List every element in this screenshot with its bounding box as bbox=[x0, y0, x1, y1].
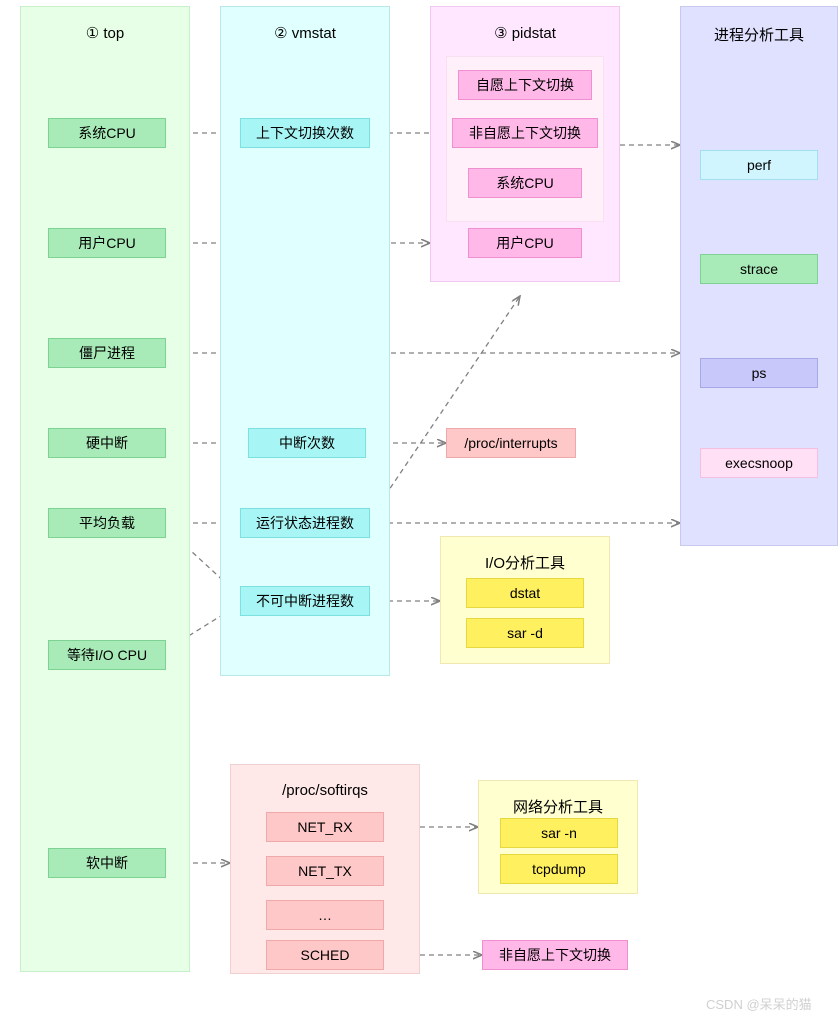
sar-d: sar -d bbox=[466, 618, 584, 648]
zombie: 僵尸进程 bbox=[48, 338, 166, 368]
pidstat-panel-title: ③ pidstat bbox=[430, 24, 620, 42]
softirq-more: … bbox=[266, 900, 384, 930]
ctx-switch: 上下文切换次数 bbox=[240, 118, 370, 148]
vmstat-panel-title: ② vmstat bbox=[220, 24, 390, 42]
sar-n: sar -n bbox=[500, 818, 618, 848]
execsnoop: execsnoop bbox=[700, 448, 818, 478]
net-tx: NET_TX bbox=[266, 856, 384, 886]
pidstat-user-cpu: 用户CPU bbox=[468, 228, 582, 258]
proc-interrupts: /proc/interrupts bbox=[446, 428, 576, 458]
tcpdump: tcpdump bbox=[500, 854, 618, 884]
iowait-cpu: 等待I/O CPU bbox=[48, 640, 166, 670]
watermark: CSDN @呆呆的猫 bbox=[706, 994, 812, 1013]
net-rx: NET_RX bbox=[266, 812, 384, 842]
uninterruptible: 不可中断进程数 bbox=[240, 586, 370, 616]
ps: ps bbox=[700, 358, 818, 388]
top-panel bbox=[20, 6, 190, 972]
running-proc: 运行状态进程数 bbox=[240, 508, 370, 538]
perf: perf bbox=[700, 150, 818, 180]
hard-irq: 硬中断 bbox=[48, 428, 166, 458]
process-tools-panel-title: 进程分析工具 bbox=[680, 24, 838, 45]
dstat: dstat bbox=[466, 578, 584, 608]
involuntary-cs-2: 非自愿上下文切换 bbox=[482, 940, 628, 970]
io-tools-panel-title: I/O分析工具 bbox=[440, 552, 610, 573]
sched: SCHED bbox=[266, 940, 384, 970]
irq-count: 中断次数 bbox=[248, 428, 366, 458]
involuntary-cs: 非自愿上下文切换 bbox=[452, 118, 598, 148]
user-cpu: 用户CPU bbox=[48, 228, 166, 258]
softirqs-panel-title: /proc/softirqs bbox=[230, 782, 420, 799]
net-tools-panel-title: 网络分析工具 bbox=[478, 796, 638, 817]
soft-irq: 软中断 bbox=[48, 848, 166, 878]
pidstat-sys-cpu: 系统CPU bbox=[468, 168, 582, 198]
vmstat-panel bbox=[220, 6, 390, 676]
strace: strace bbox=[700, 254, 818, 284]
load-avg: 平均负载 bbox=[48, 508, 166, 538]
a-run-pidstat bbox=[370, 296, 520, 518]
sys-cpu: 系统CPU bbox=[48, 118, 166, 148]
top-panel-title: ① top bbox=[20, 24, 190, 42]
voluntary-cs: 自愿上下文切换 bbox=[458, 70, 592, 100]
